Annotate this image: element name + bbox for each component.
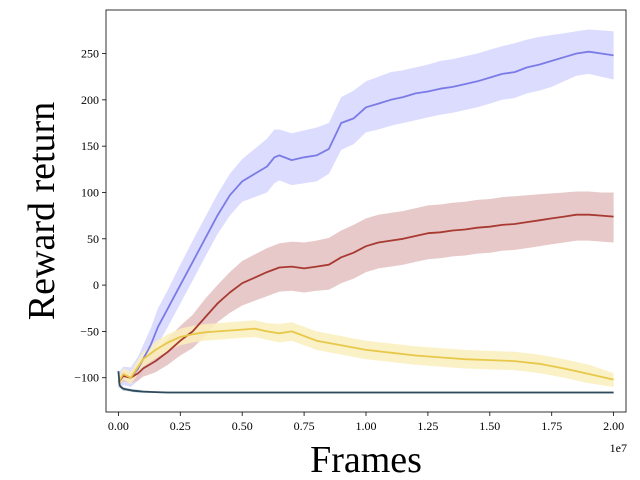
series-3-line: [117, 327, 614, 383]
series-2-line: [117, 213, 614, 383]
x-tick-label: 1.50: [479, 419, 500, 433]
x-tick-label: 1.00: [356, 419, 377, 433]
y-tick-label: 250: [81, 47, 99, 61]
series-4-line: [117, 371, 614, 394]
x-tick-label: 1.25: [417, 419, 438, 433]
series-lines: [117, 50, 614, 394]
y-tick-label: 150: [81, 139, 99, 153]
x-tick-label: 2.00: [603, 419, 624, 433]
x-axis-title: Frames: [310, 439, 422, 480]
series-1-band: [118, 29, 614, 389]
y-tick-label: 100: [81, 185, 99, 199]
series-3-band: [118, 320, 614, 387]
x-tick-label: 0.25: [170, 419, 191, 433]
series-1-line: [117, 50, 614, 383]
y-axis-title: Reward return: [21, 102, 63, 320]
y-tick-label: 200: [81, 93, 99, 107]
y-axis-ticks: −100 −50 0 50 100 150 200 250: [74, 47, 106, 385]
confidence-bands: [118, 29, 614, 394]
x-axis-ticks: 0.00 0.25 0.50 0.75 1.00 1.25 1.50 1.75 2.00: [108, 412, 624, 433]
y-tick-label: 0: [93, 278, 99, 292]
y-tick-label: −100: [74, 371, 99, 385]
y-tick-label: −50: [80, 324, 99, 338]
x-tick-label: 0.00: [108, 419, 129, 433]
x-axis-offset-label: 1e7: [610, 441, 627, 455]
x-tick-label: 0.75: [294, 419, 315, 433]
x-tick-label: 0.50: [232, 419, 253, 433]
series-2-band: [118, 191, 614, 387]
y-tick-label: 50: [87, 232, 99, 246]
x-tick-label: 1.75: [541, 419, 562, 433]
